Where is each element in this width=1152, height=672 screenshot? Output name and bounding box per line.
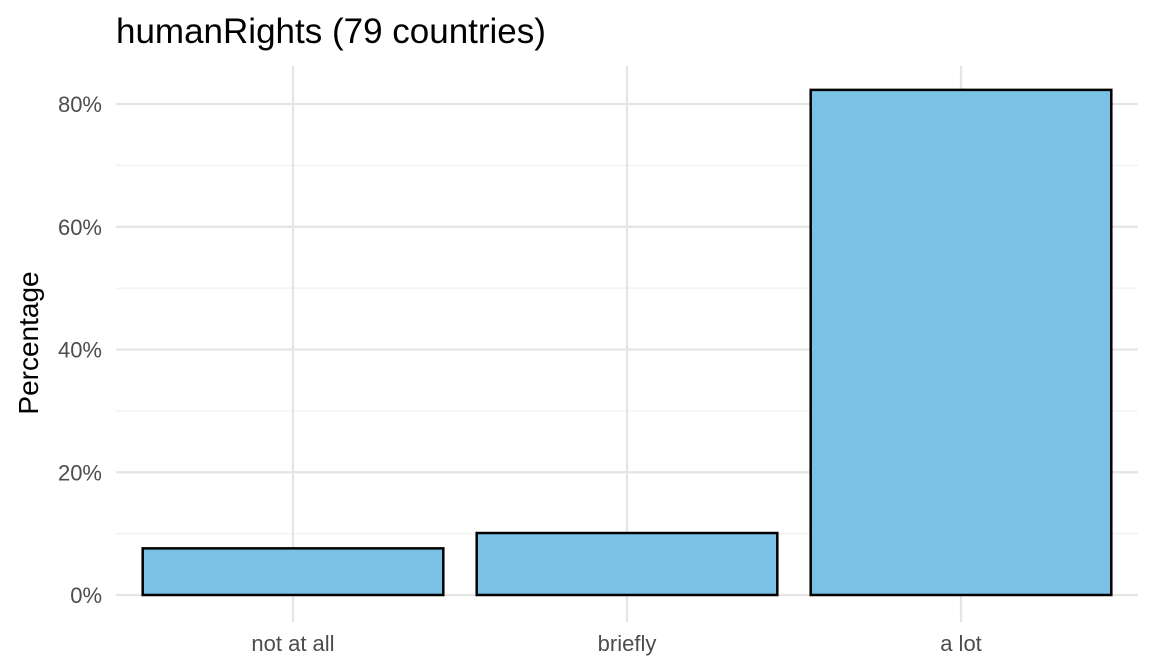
bar-briefly [475,531,779,597]
y-tick-label: 80% [58,92,102,117]
y-axis-ticks: 0% 20% 40% 60% 80% [58,92,102,608]
bar-a-lot [809,88,1113,597]
y-tick-label: 40% [58,338,102,363]
y-axis-label: Percentage [13,271,44,414]
y-tick-label: 20% [58,460,102,485]
y-tick-label: 0% [70,583,102,608]
y-tick-label: 60% [58,215,102,240]
x-axis-ticks: not at all briefly a lot [251,631,981,656]
bar-not-at-all [141,547,445,597]
bars [141,88,1113,597]
chart-title: humanRights (79 countries) [116,12,546,51]
x-tick-label: a lot [940,631,982,656]
x-tick-label: not at all [251,631,334,656]
x-tick-label: briefly [598,631,657,656]
